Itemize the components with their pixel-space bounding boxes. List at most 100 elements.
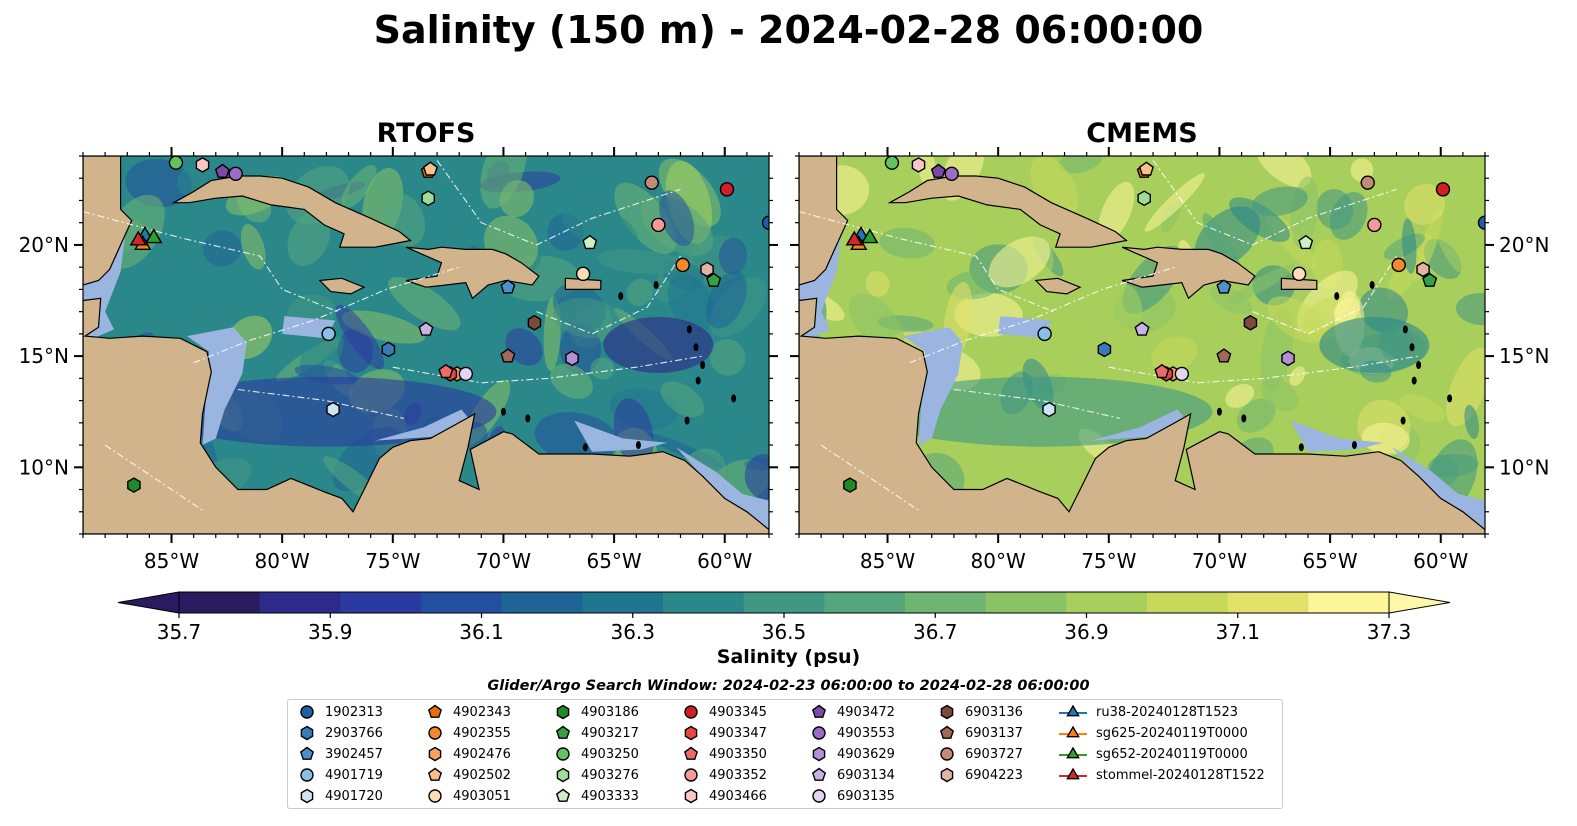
legend-item: 4902476 [425, 744, 511, 764]
marker-4901719 [321, 326, 336, 342]
marker-4902502 [1138, 161, 1154, 176]
legend-item: 4903553 [809, 723, 895, 743]
legend-marker-icon [428, 726, 442, 740]
boundary-line [799, 211, 1054, 313]
x-tick-label: 65°W [586, 549, 641, 573]
legend-label: 4903250 [581, 746, 639, 762]
y-tick-label: 20°N [19, 233, 69, 257]
island [731, 394, 737, 403]
legend-item: 4903051 [425, 786, 511, 806]
colorbar-segment [1066, 592, 1148, 613]
legend-label: 1902313 [325, 704, 383, 720]
island [525, 414, 531, 423]
legend-label: 4902476 [453, 746, 511, 762]
legend-item: 6903137 [937, 723, 1023, 743]
island [1402, 325, 1408, 334]
marker-3902457 [1216, 279, 1232, 294]
legend-label: 4903553 [837, 725, 895, 741]
marker-6903727 [644, 175, 659, 190]
land-mass [887, 175, 1128, 248]
colorbar-tick-label: 36.1 [459, 620, 504, 644]
y-tick-label: 15°N [1499, 344, 1549, 368]
marker-4903276 [421, 190, 435, 207]
marker-4903466 [195, 157, 210, 173]
boundary-line [1152, 160, 1397, 246]
shallow-shelf [1290, 420, 1384, 452]
x-tick-label: 65°W [1302, 549, 1357, 573]
legend-item: 4901720 [297, 786, 383, 806]
marker-2903766 [1097, 341, 1112, 358]
map-panels: 85°W 80°W 75°W 70°W 65°W 60°W20°N15°N10°N85°W… [19, 147, 1549, 573]
marker-4903051 [1291, 266, 1307, 282]
marker-4903472 [930, 163, 946, 178]
marker-6903727 [1360, 175, 1375, 190]
legend-item: 6903134 [809, 765, 895, 785]
legend-label: 4903629 [837, 746, 895, 762]
legend-item: 3902457 [297, 744, 383, 764]
colorbar-segment [340, 592, 422, 613]
legend-marker-icon [300, 768, 314, 782]
marker-4901719 [1037, 326, 1052, 342]
colorbar-segment [421, 592, 503, 613]
legend-marker-icon [556, 767, 570, 783]
marker-sg652-20240119T0000 [145, 228, 163, 244]
legend-marker-icon [1059, 767, 1087, 780]
marker-1902313 [761, 215, 769, 230]
boundary-line [392, 355, 703, 384]
marker-6903137 [1216, 348, 1232, 363]
marker-4903345 [1435, 182, 1451, 197]
colorbar-segment [501, 592, 583, 613]
legend-marker-icon [684, 705, 698, 719]
marker-3902457 [500, 279, 516, 294]
legend-item: 4903347 [681, 723, 767, 743]
marker-1902313 [1477, 215, 1485, 230]
legend-marker-icon [939, 725, 955, 739]
legend-label: 6903136 [965, 704, 1023, 720]
legend-label: sg625-20240119T0000 [1096, 725, 1248, 741]
land-mass [799, 297, 1485, 534]
legend-label: 4903352 [709, 767, 767, 783]
island [618, 292, 624, 301]
marker-4903350 [438, 363, 454, 379]
marker-6904223 [700, 261, 714, 278]
marker-4903051 [575, 266, 591, 282]
y-tick-label: 10°N [1499, 455, 1549, 479]
island [686, 325, 692, 334]
marker-6904223 [1416, 261, 1430, 278]
legend-label: 4903276 [581, 767, 639, 783]
page-title: Salinity (150 m) - 2024-02-28 06:00:00 [373, 8, 1204, 52]
legend-label: 3902457 [325, 746, 383, 762]
boundary-line [1108, 355, 1419, 384]
island [1216, 407, 1222, 416]
legend-item: 4903333 [553, 786, 639, 806]
marker-4903350 [1154, 363, 1170, 379]
search-window-label: Glider/Argo Search Window: 2024-02-23 06… [487, 678, 1090, 694]
legend-marker-icon [812, 789, 826, 803]
x-tick-label: 80°W [971, 549, 1026, 573]
legend-marker-icon [940, 767, 954, 783]
island [635, 441, 641, 450]
legend-item: 6904223 [937, 765, 1023, 785]
colorbar-tick-label: 35.9 [308, 620, 353, 644]
island [1447, 394, 1453, 403]
shallow-shelf [676, 447, 769, 530]
legend-marker-icon [683, 746, 699, 760]
island [1298, 443, 1304, 452]
island [1334, 292, 1340, 301]
boundary-line [1252, 255, 1397, 335]
legend-item: 4903186 [553, 702, 639, 722]
island [1241, 414, 1247, 423]
legend-item: 4903472 [809, 702, 895, 722]
legend-marker-icon [811, 704, 827, 718]
x-tick-label: 75°W [365, 549, 420, 573]
legend-label: 2903766 [325, 725, 383, 741]
island [1416, 361, 1422, 370]
marker-6903135 [458, 366, 474, 382]
legend-marker-icon [940, 704, 954, 720]
legend-item: 4903352 [681, 765, 767, 785]
legend-marker-icon [428, 789, 442, 803]
panel-title-cmems: CMEMS [1086, 118, 1198, 149]
marker-4903186 [127, 477, 141, 493]
marker-4901720 [1042, 401, 1056, 418]
x-tick-label: 60°W [1413, 549, 1468, 573]
